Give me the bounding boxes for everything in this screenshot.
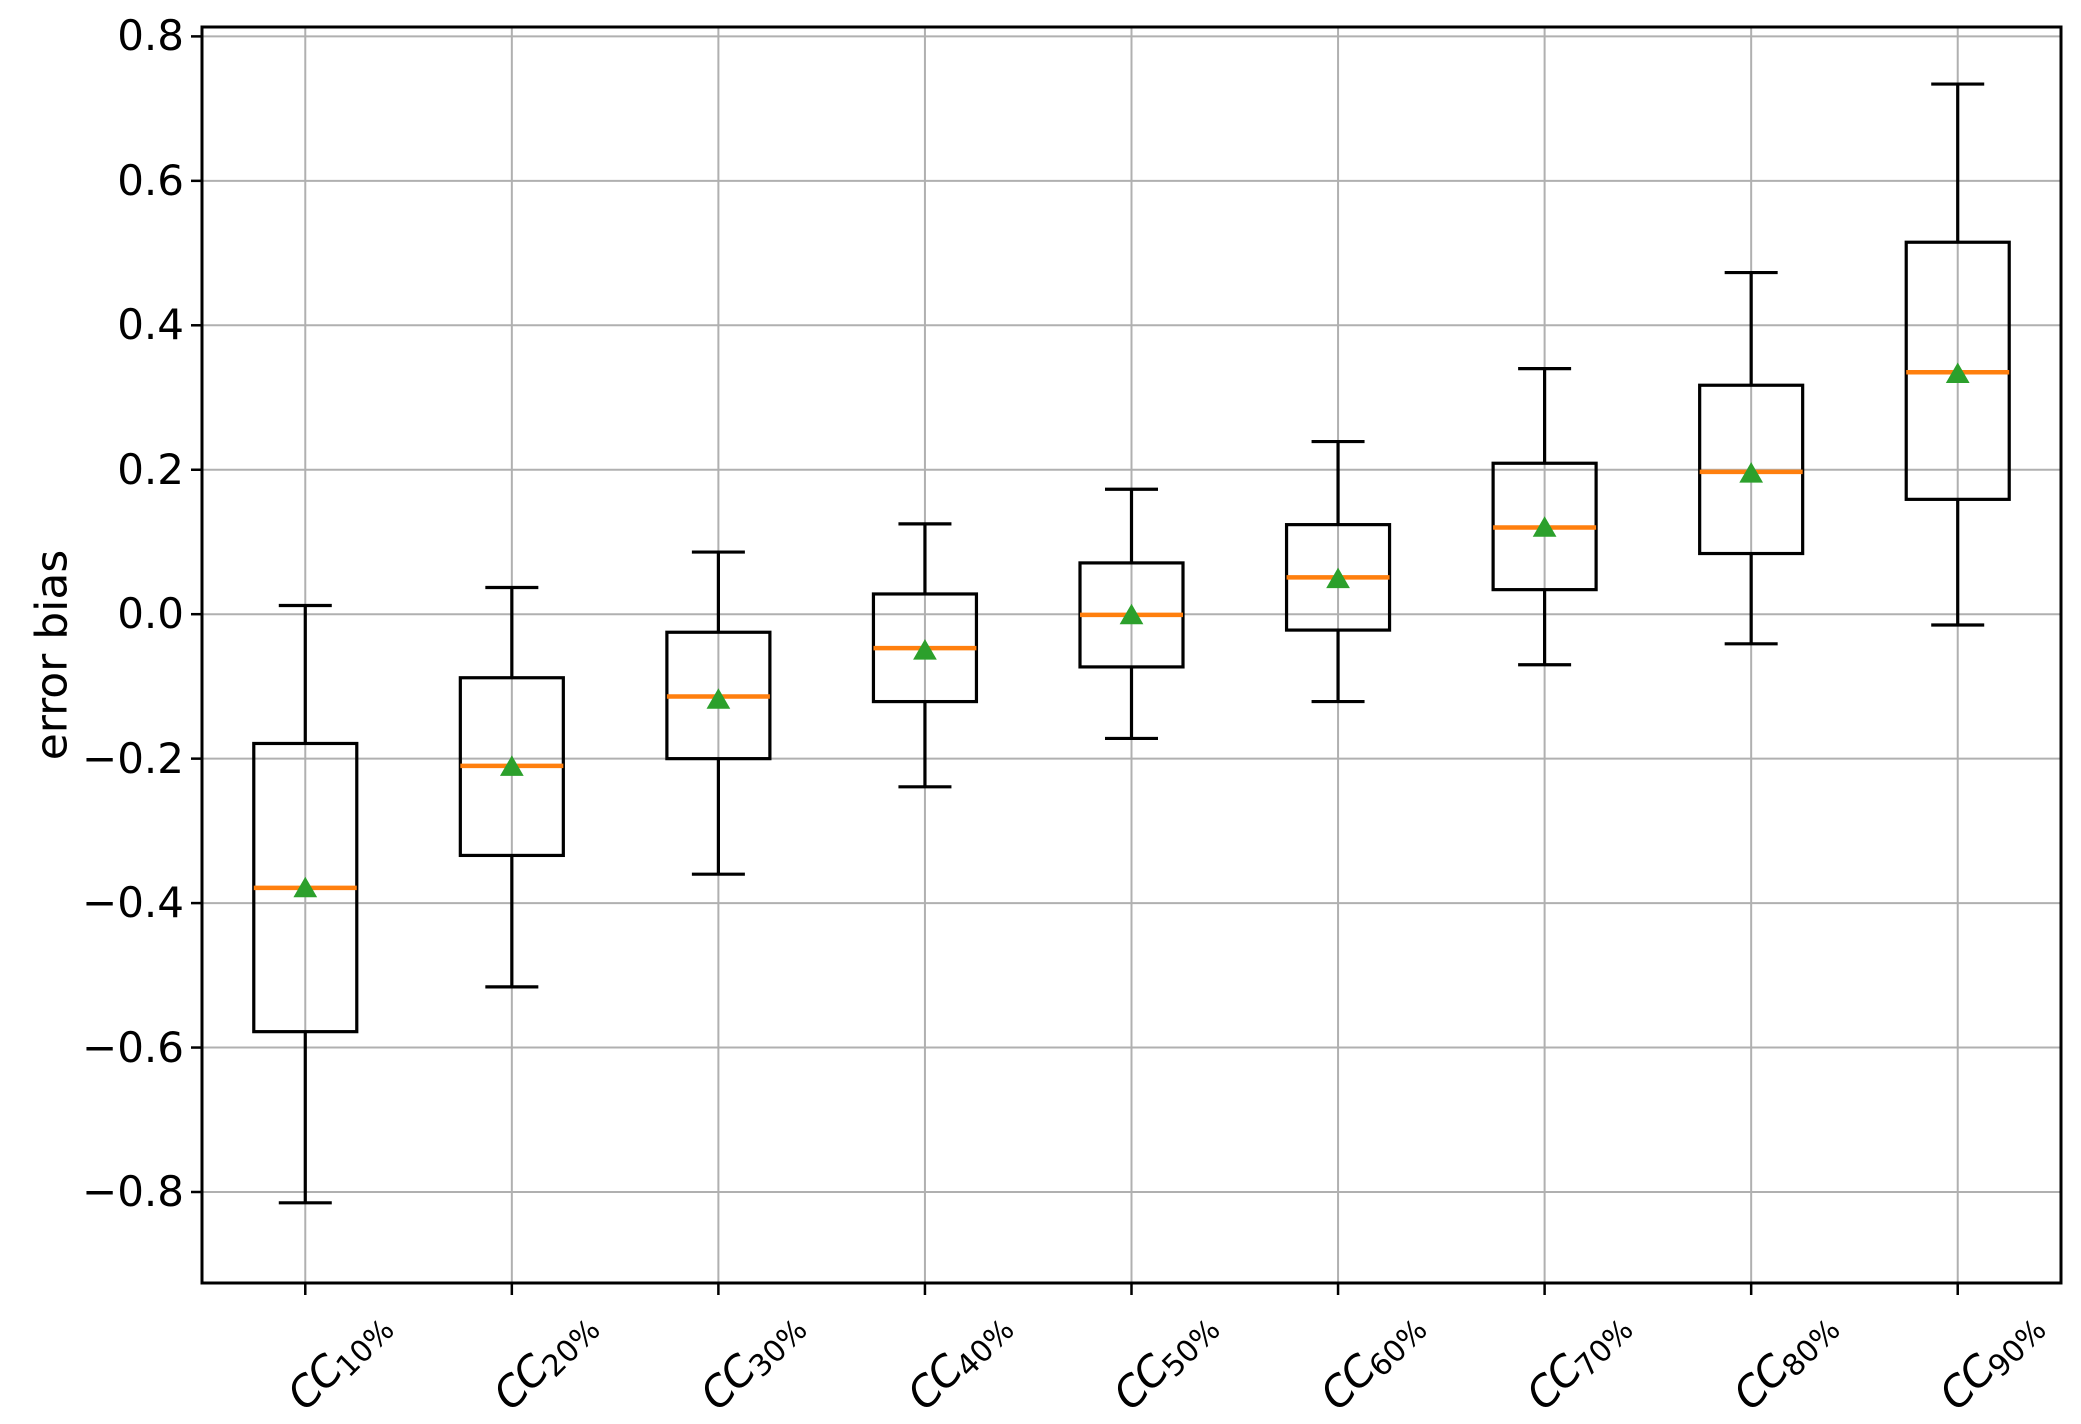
box-group-CC10% (252, 603, 359, 1205)
axes-border (200, 25, 2063, 1285)
mean-marker (913, 639, 937, 660)
y-tick-label: −0.2 (82, 733, 184, 783)
y-axis-label: error bias (26, 549, 78, 761)
y-tick-label: −0.4 (82, 878, 184, 928)
y-tick-label: 0.4 (117, 300, 184, 350)
box-group-CC80% (1698, 270, 1805, 646)
iqr-box (1698, 383, 1805, 556)
box-group-CC70% (1491, 367, 1598, 667)
mean-marker (706, 688, 731, 709)
mean-marker (1739, 462, 1764, 483)
y-tick-label: −0.6 (82, 1022, 184, 1072)
box-group-CC20% (458, 585, 565, 989)
y-tick-label: 0.0 (117, 589, 184, 639)
mean-marker (499, 755, 524, 776)
box-group-CC30% (665, 550, 772, 876)
y-tick-label: −0.8 (82, 1166, 184, 1216)
box-group-CC40% (871, 522, 979, 789)
y-tick-label: 0.2 (117, 444, 184, 494)
mean-marker (1945, 362, 1970, 383)
mean-marker (1119, 603, 1144, 625)
tick-marks (191, 35, 1959, 1295)
box-group-CC60% (1284, 439, 1392, 704)
y-tick-label: 0.8 (117, 11, 184, 61)
y-tick-label: 0.6 (117, 155, 184, 205)
mean-marker (1532, 516, 1557, 537)
mean-marker (293, 876, 318, 898)
box-group-CC50% (1078, 487, 1185, 741)
mean-marker (1326, 567, 1350, 589)
box-group-CC90% (1904, 82, 2011, 627)
